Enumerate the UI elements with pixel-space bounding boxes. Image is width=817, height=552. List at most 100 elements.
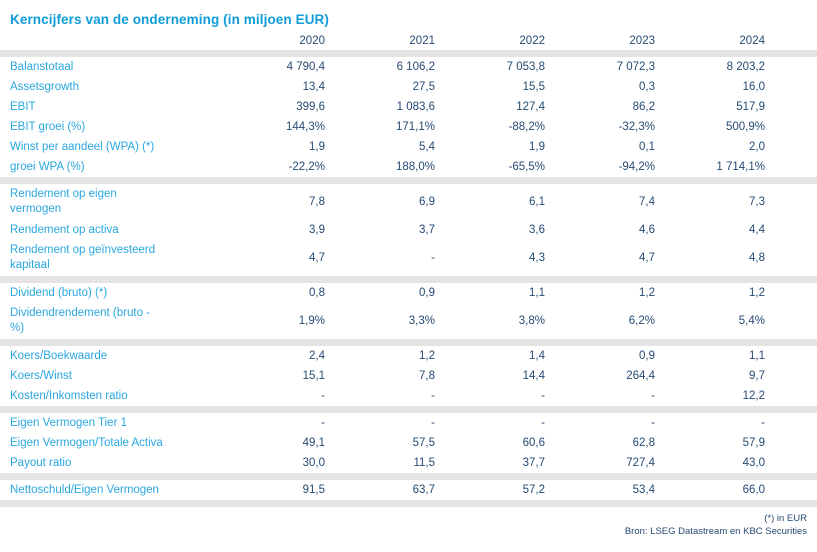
value-cell: 49,1 (302, 437, 325, 449)
section-separator (0, 406, 817, 413)
section-separator (0, 276, 817, 283)
table-row: Assetsgrowth 13,4 27,5 15,5 0,3 16,0 (10, 77, 770, 97)
value-cell: 16,0 (742, 81, 765, 93)
row-label: Koers/Winst (10, 369, 72, 382)
value-cell: 4,7 (639, 252, 655, 264)
value-cell: 53,4 (632, 484, 655, 496)
value-cell: 27,5 (412, 81, 435, 93)
row-label: Rendement op eigen vermogen (10, 188, 117, 215)
year-header: 2023 (629, 35, 655, 47)
row-label: groei WPA (%) (10, 160, 85, 173)
row-label: Winst per aandeel (WPA) (*) (10, 140, 155, 153)
value-cell: -65,5% (508, 161, 545, 173)
value-cell: 500,9% (725, 121, 765, 133)
value-cell: 399,6 (296, 101, 325, 113)
row-label: Rendement op activa (10, 223, 119, 236)
value-cell: 1,2 (419, 350, 435, 362)
value-cell: 0,1 (639, 141, 655, 153)
value-cell: 144,3% (285, 121, 325, 133)
value-cell: 127,4 (516, 101, 545, 113)
footnote: (*) in EUR (764, 513, 807, 524)
row-label: Rendement op geïnvesteerd kapitaal (10, 244, 156, 271)
section-separator (0, 473, 817, 480)
value-cell: 57,5 (412, 437, 435, 449)
value-cell: - (651, 390, 655, 402)
row-label: Kosten/Inkomsten ratio (10, 389, 128, 402)
page-title: Kerncijfers van de onderneming (in miljo… (10, 12, 330, 27)
value-cell: 6,9 (419, 196, 435, 208)
value-cell: 57,9 (742, 437, 765, 449)
row-label: Dividend (bruto) (*) (10, 286, 108, 299)
value-cell: 12,2 (742, 390, 765, 402)
value-cell: -94,2% (618, 161, 655, 173)
value-cell: 57,2 (522, 484, 545, 496)
value-cell: 30,0 (302, 457, 325, 469)
value-cell: 5,4% (738, 315, 765, 327)
section-separator (0, 50, 817, 57)
value-cell: - (431, 390, 435, 402)
value-cell: 4,6 (639, 224, 655, 236)
row-label: Payout ratio (10, 456, 72, 469)
value-cell: - (321, 417, 325, 429)
value-cell: 3,9 (309, 224, 325, 236)
value-cell: 4 790,4 (286, 61, 325, 73)
value-cell: 727,4 (626, 457, 655, 469)
value-cell: - (651, 417, 655, 429)
table-row: Winst per aandeel (WPA) (*) 1,9 5,4 1,9 0,1 2… (10, 137, 770, 157)
value-cell: 63,7 (412, 484, 435, 496)
value-cell: 5,4 (419, 141, 435, 153)
value-cell: 43,0 (742, 457, 765, 469)
row-label: Eigen Vermogen/Totale Activa (10, 436, 163, 449)
value-cell: 2,0 (749, 141, 765, 153)
value-cell: - (431, 417, 435, 429)
value-cell: -32,3% (618, 121, 655, 133)
value-cell: 7,8 (419, 370, 435, 382)
value-cell: 7,4 (639, 196, 655, 208)
value-cell: 14,4 (522, 370, 545, 382)
value-cell: 9,7 (749, 370, 765, 382)
year-header: 2020 (299, 35, 325, 47)
value-cell: 37,7 (522, 457, 545, 469)
table-row: EBIT groei (%) 144,3% 171,1% -88,2% -32,3% 50… (10, 117, 770, 137)
row-label: Eigen Vermogen Tier 1 (10, 416, 127, 429)
value-cell: 2,4 (309, 350, 325, 362)
table-row: Eigen Vermogen/Totale Activa 49,1 57,5 60,6… (10, 433, 770, 453)
value-cell: 6 106,2 (396, 61, 435, 73)
table-row: Rendement op geïnvesteerd kapitaal 4,7 - 4,… (10, 240, 770, 276)
table-row: Rendement op eigen vermogen 7,8 6,9 6,1 7,4 7… (10, 184, 770, 220)
value-cell: 0,9 (639, 350, 655, 362)
table-footer: (*) in EUR Bron: LSEG Datastream en KBC … (10, 512, 807, 538)
value-cell: - (541, 390, 545, 402)
value-cell: 86,2 (632, 101, 655, 113)
table-row: Nettoschuld/Eigen Vermogen 91,5 63,7 57,2 53… (10, 480, 770, 500)
value-cell: 517,9 (736, 101, 765, 113)
value-cell: 4,8 (749, 252, 765, 264)
value-cell: 1,2 (749, 287, 765, 299)
value-cell: - (431, 252, 435, 264)
value-cell: 3,6 (529, 224, 545, 236)
value-cell: 15,1 (302, 370, 325, 382)
value-cell: 11,5 (413, 457, 435, 469)
row-label: Nettoschuld/Eigen Vermogen (10, 483, 159, 496)
value-cell: 1 083,6 (396, 101, 435, 113)
table-row: Payout ratio 30,0 11,5 37,7 727,4 43,0 (10, 453, 770, 473)
section-separator (0, 177, 817, 184)
table-row: Dividend (bruto) (*) 0,8 0,9 1,1 1,2 1,2 (10, 283, 770, 303)
table-row: Dividendrendement (bruto - %) 1,9% 3,3% 3,8… (10, 303, 770, 339)
year-header: 2022 (519, 35, 545, 47)
value-cell: 4,4 (749, 224, 765, 236)
year-header: 2024 (739, 35, 765, 47)
table-row: EBIT 399,6 1 083,6 127,4 86,2 517,9 (10, 97, 770, 117)
value-cell: 8 203,2 (726, 61, 765, 73)
value-cell: - (541, 417, 545, 429)
value-cell: 7 072,3 (616, 61, 655, 73)
row-label: Koers/Boekwaarde (10, 349, 108, 362)
value-cell: 1,9 (309, 141, 325, 153)
value-cell: 7,8 (309, 196, 325, 208)
table-row: Balanstotaal 4 790,4 6 106,2 7 053,8 7 072,3… (10, 57, 770, 77)
value-cell: 171,1% (395, 121, 435, 133)
value-cell: 1,4 (529, 350, 545, 362)
key-figures-table: 2020 2021 2022 2023 2024 Balanstotaal 4 790,4 6… (0, 31, 817, 507)
value-cell: 1 714,1% (716, 161, 765, 173)
